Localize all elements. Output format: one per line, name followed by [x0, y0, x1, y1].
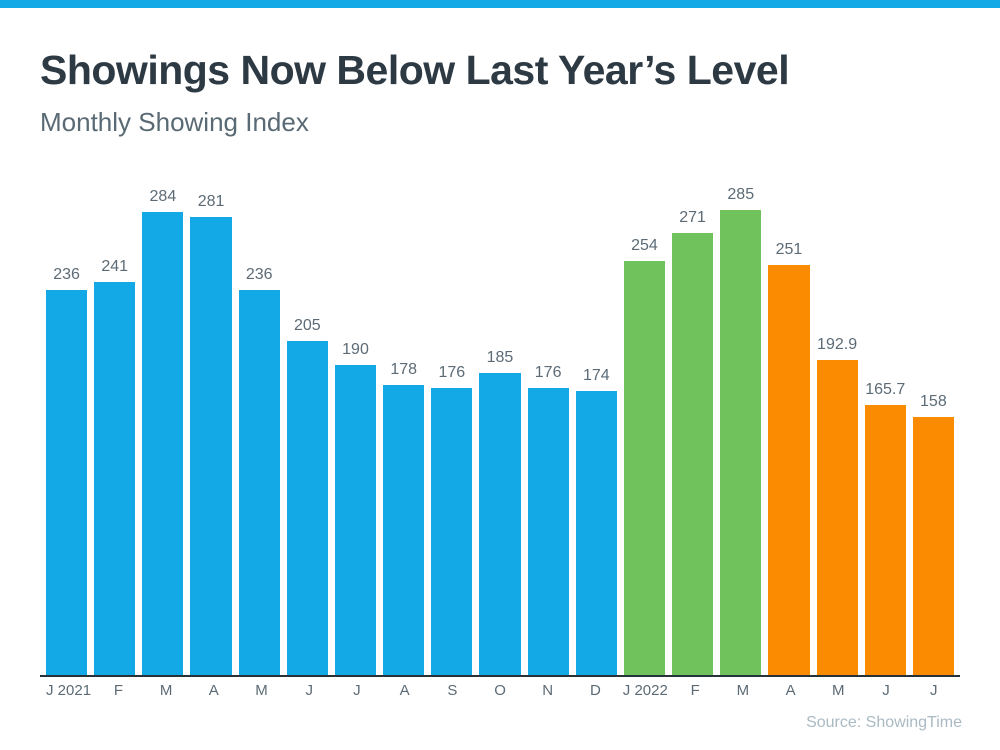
bar-value-label: 236 — [245, 265, 273, 283]
x-axis-label: M — [832, 682, 845, 699]
bar-group: 174 — [575, 210, 617, 675]
bar-value-label: 185 — [486, 349, 514, 367]
x-axis-label: M — [736, 682, 750, 699]
bar-group: 178 — [383, 210, 425, 675]
x-axis-label: F — [113, 682, 123, 699]
x-axis-label: A — [785, 682, 796, 699]
bar — [575, 391, 617, 675]
x-axis-label: J 2022 — [622, 682, 668, 699]
x-axis-label: A — [399, 682, 410, 699]
bar-value-label: 190 — [342, 341, 369, 359]
bar — [912, 417, 954, 675]
x-axis-label: J — [353, 682, 361, 699]
bar — [720, 210, 762, 675]
bar-value-label: 165.7 — [865, 380, 906, 398]
bar — [623, 260, 666, 675]
bar — [527, 387, 569, 675]
x-axis-label: J — [305, 682, 313, 699]
bar-group: 251 — [768, 210, 810, 675]
bar-group: 284 — [142, 188, 184, 675]
top-accent-strip — [0, 0, 1000, 8]
bar-value-label: 174 — [582, 367, 610, 385]
x-axis-label: A — [208, 682, 219, 699]
x-axis-label: D — [590, 682, 601, 699]
bar-value-label: 281 — [197, 192, 225, 210]
bar-value-label: 178 — [390, 360, 418, 378]
bar-value-label: 176 — [438, 363, 466, 381]
bar-group: 158 — [912, 210, 954, 675]
bar-value-label: 192.9 — [817, 336, 858, 354]
bar — [864, 404, 906, 675]
bars-row: 236 241 284 281 236 205 190 178 176 185 176 174 254 2… — [46, 186, 954, 675]
bar-group: 254 — [623, 210, 666, 675]
bar-group: 271 — [672, 208, 714, 675]
bar-value-label: 271 — [679, 208, 706, 226]
x-axis-label: J — [882, 682, 890, 699]
bar — [142, 211, 184, 675]
bar-value-label: 236 — [53, 265, 80, 283]
bar-value-label: 254 — [631, 236, 658, 254]
x-axis-label: M — [255, 682, 268, 699]
page-title: Showings Now Below Last Year’s Level — [40, 47, 790, 93]
bar — [672, 232, 714, 675]
bar-group: 285 — [720, 186, 762, 675]
bar — [286, 340, 328, 675]
x-axis-label: F — [690, 682, 700, 699]
bar — [768, 265, 810, 675]
bar — [190, 216, 232, 675]
bar — [383, 384, 425, 675]
x-axis-label: M — [159, 682, 173, 699]
bar-value-label: 251 — [775, 241, 803, 259]
bar-value-label: 241 — [101, 257, 129, 275]
bar-value-label: 158 — [920, 393, 947, 411]
bar-value-label: 176 — [534, 363, 562, 381]
bar — [431, 387, 473, 675]
bar-group: 190 — [334, 210, 377, 675]
chart-header: Showings Now Below Last Year’s Level Mon… — [40, 47, 790, 138]
x-axis-label: J 2021 — [46, 682, 92, 699]
bar-value-label: 205 — [294, 316, 321, 334]
bar-group: 185 — [479, 210, 521, 675]
x-axis-line — [40, 675, 960, 677]
x-axis-label: O — [494, 682, 506, 699]
bar-group: 236 — [46, 210, 88, 675]
bar-value-label: 284 — [149, 187, 177, 205]
bar — [238, 289, 280, 675]
x-axis-label: N — [542, 682, 554, 699]
bar-group: 281 — [190, 193, 232, 675]
bar-group: 241 — [94, 210, 136, 675]
bar-group: 236 — [238, 210, 280, 675]
x-axis-labels: J 2021 F M A M J J A S O N D J 2022 F M A M J J — [46, 682, 954, 699]
bar-group: 176 — [431, 210, 473, 675]
bar — [334, 365, 377, 675]
bar — [816, 360, 858, 675]
bar — [46, 289, 88, 675]
bar-group: 165.7 — [864, 210, 906, 675]
bar — [94, 281, 136, 675]
bar-group: 176 — [527, 210, 569, 675]
x-axis-label: J — [929, 682, 938, 699]
page-subtitle: Monthly Showing Index — [40, 107, 309, 138]
bar — [479, 373, 521, 675]
source-attribution: Source: ShowingTime — [806, 714, 962, 731]
bar-group: 205 — [286, 210, 328, 675]
bar-value-label: 285 — [727, 186, 755, 203]
bar-group: 192.9 — [816, 210, 858, 675]
x-axis-label: S — [447, 682, 458, 699]
